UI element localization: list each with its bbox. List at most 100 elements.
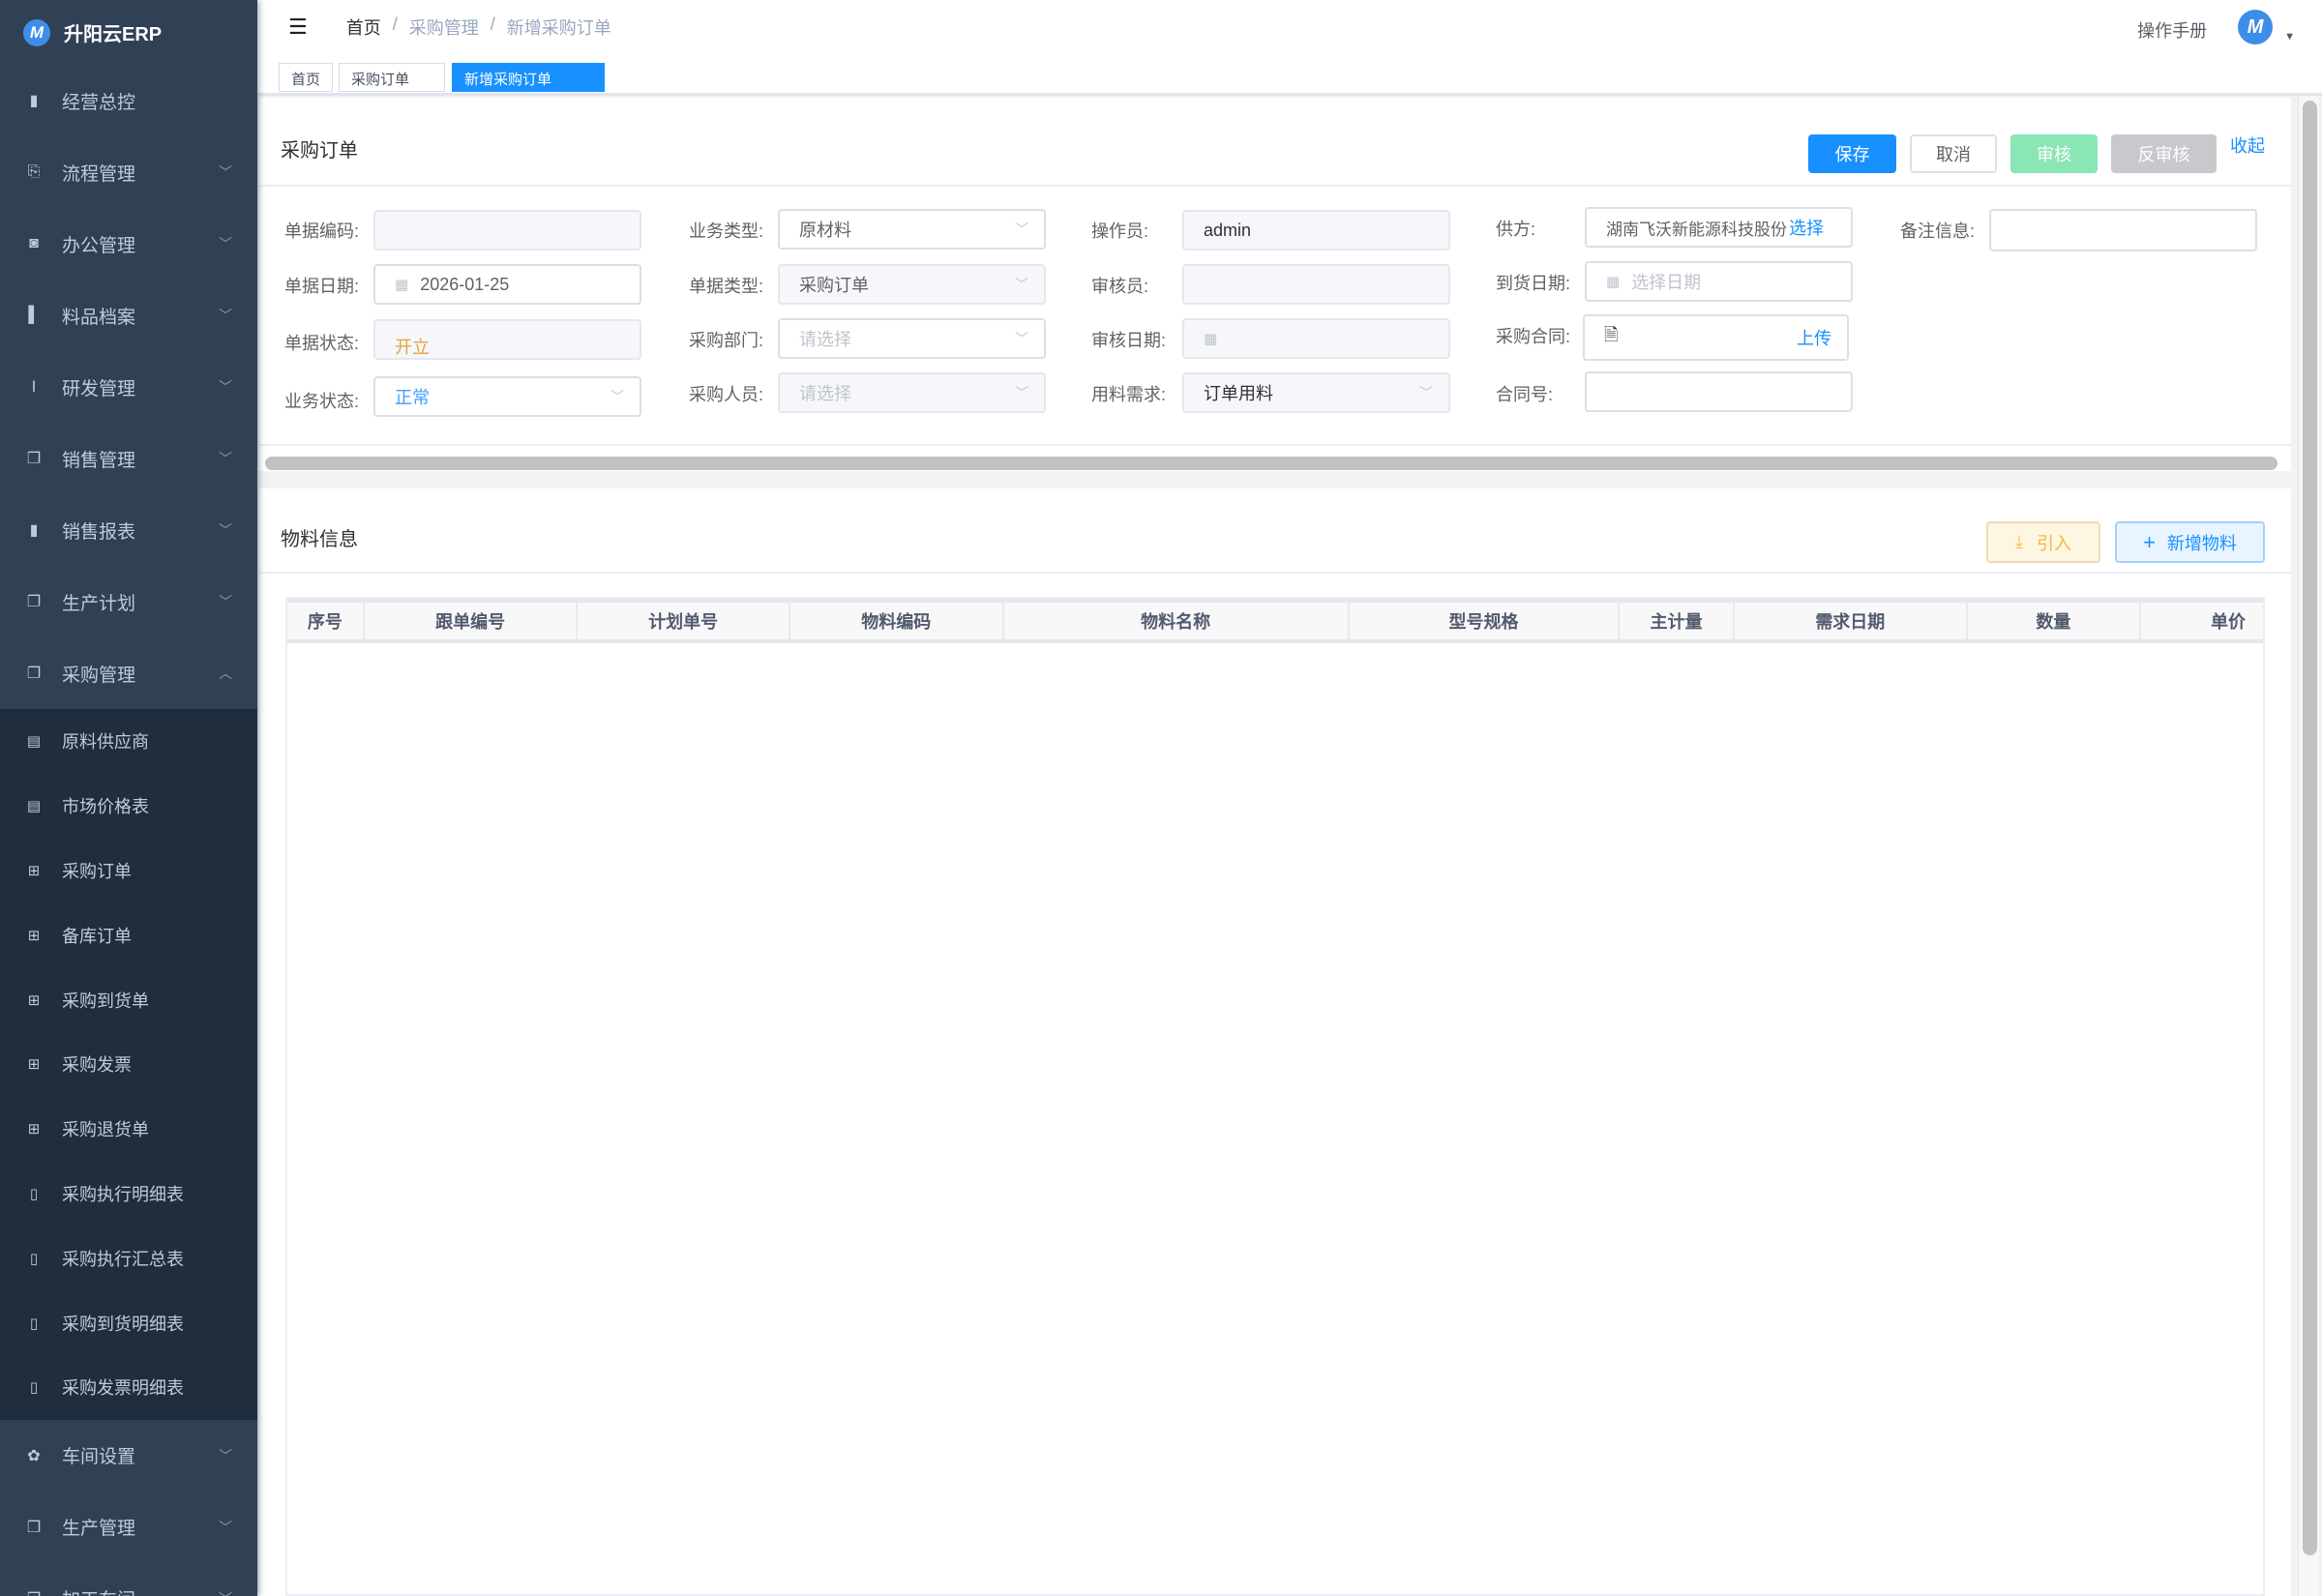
- bar-chart-icon: ▮: [29, 93, 39, 109]
- material-need-select[interactable]: 订单用料 ﹀: [1182, 372, 1450, 413]
- sidebar-item-label: 研发管理: [62, 378, 136, 399]
- chevron-down-icon: ﹀: [219, 379, 232, 395]
- top-header: ☰ 首页 / 采购管理 / 新增采购订单 操作手册 M ▼: [257, 0, 2322, 53]
- book-icon: ▯: [29, 1315, 39, 1332]
- book-icon: ▯: [29, 1250, 39, 1267]
- breadcrumb-current: 新增采购订单: [506, 17, 611, 38]
- sidebar-item-采购执行明细表[interactable]: ▯ 采购执行明细表: [0, 1162, 257, 1227]
- column-header: 数量: [1968, 603, 2142, 639]
- contract-upload[interactable]: 🗎 上传: [1583, 314, 1849, 361]
- arrival-date-label: 到货日期:: [1496, 274, 1571, 293]
- tags-view: 首页 采购订单 新增采购订单: [257, 53, 2322, 96]
- dept-select[interactable]: 请选择 ﹀: [778, 318, 1046, 359]
- tag-purchase-order[interactable]: 采购订单: [339, 63, 445, 92]
- sidebar-item-label: 采购执行汇总表: [62, 1249, 184, 1269]
- chevron-down-icon: ﹀: [1419, 385, 1433, 400]
- tag-new-purchase-order[interactable]: 新增采购订单: [452, 63, 605, 92]
- supplier-label: 供方:: [1496, 220, 1536, 239]
- operator-field: admin: [1182, 210, 1450, 251]
- download-icon: ⤓: [2015, 532, 2023, 551]
- caret-down-icon[interactable]: ▼: [2284, 31, 2295, 43]
- plus-icon: +: [2143, 529, 2156, 554]
- breadcrumb-separator: /: [490, 14, 495, 34]
- manual-link[interactable]: 操作手册: [2137, 21, 2208, 41]
- documents-icon: ❐: [26, 451, 42, 467]
- chevron-down-icon: ﹀: [1015, 331, 1028, 346]
- sidebar-item-采购到货明细表[interactable]: ▯ 采购到货明细表: [0, 1290, 257, 1355]
- supplier-select-link[interactable]: 选择: [1789, 219, 1824, 238]
- supplier-field[interactable]: 湖南飞沃新能源科技股份 选择: [1585, 207, 1853, 248]
- sidebar-item-label: 采购发票明细表: [62, 1378, 184, 1399]
- buyer-select: 请选择 ﹀: [778, 372, 1046, 413]
- sidebar-item-备库订单[interactable]: ⊞ 备库订单: [0, 902, 257, 967]
- sidebar-item-加工车间[interactable]: ❐ 加工车间 ﹀: [0, 1563, 257, 1596]
- file-icon: 🗎: [1604, 325, 1619, 344]
- chevron-down-icon: ﹀: [219, 308, 232, 323]
- column-header: 单价: [2211, 612, 2246, 632]
- sidebar-item-采购退货单[interactable]: ⊞ 采购退货单: [0, 1097, 257, 1162]
- date-picker[interactable]: ▦ 2026-01-25: [373, 264, 641, 305]
- chevron-up-icon: ︿: [219, 665, 232, 681]
- sidebar-item-流程管理[interactable]: ⎘ 流程管理 ﹀: [0, 136, 257, 208]
- save-button[interactable]: 保存: [1808, 134, 1896, 173]
- order-title: 采购订单: [281, 140, 358, 162]
- sidebar-item-label: 流程管理: [62, 163, 136, 185]
- sidebar-item-采购管理[interactable]: ❐ 采购管理 ︿: [0, 637, 257, 709]
- sidebar-item-label: 经营总控: [62, 92, 136, 113]
- add-material-button[interactable]: + 新增物料: [2115, 521, 2265, 563]
- arrival-date-picker[interactable]: ▦ 选择日期: [1585, 261, 1853, 302]
- upload-link[interactable]: 上传: [1797, 329, 1831, 348]
- unaudit-button[interactable]: 反审核: [2111, 134, 2217, 173]
- sidebar-item-label: 生产计划: [62, 593, 136, 614]
- workflow-icon: ⎘: [27, 163, 41, 180]
- remark-input[interactable]: [1989, 209, 2257, 251]
- sidebar-item-采购订单[interactable]: ⊞ 采购订单: [0, 839, 257, 903]
- import-button[interactable]: ⤓ 引入: [1986, 521, 2100, 563]
- sidebar-item-生产计划[interactable]: ❐ 生产计划 ﹀: [0, 566, 257, 637]
- sidebar-item-研发管理[interactable]: Ⅰ 研发管理 ﹀: [0, 351, 257, 423]
- sidebar-item-经营总控[interactable]: ▮ 经营总控: [0, 65, 257, 136]
- sidebar-item-销售管理[interactable]: ❐ 销售管理 ﹀: [0, 423, 257, 494]
- sidebar-item-采购发票明细表[interactable]: ▯ 采购发票明细表: [0, 1355, 257, 1420]
- tag-home[interactable]: 首页: [279, 63, 334, 92]
- column-header: 型号规格: [1350, 603, 1621, 639]
- collapse-link[interactable]: 收起: [2230, 136, 2265, 156]
- column-header: 物料编码: [790, 603, 1004, 639]
- biz-type-select[interactable]: 原材料 ﹀: [778, 209, 1046, 250]
- audit-button[interactable]: 审核: [2010, 134, 2098, 173]
- app-logo[interactable]: M 升阳云ERP: [0, 0, 257, 65]
- column-header: 需求日期: [1735, 603, 1968, 639]
- auditor-field: [1182, 264, 1450, 305]
- chevron-down-icon: ﹀: [219, 451, 232, 466]
- buyer-label: 采购人员:: [689, 385, 764, 404]
- sidebar-item-料品档案[interactable]: ▌ 料品档案 ﹀: [0, 280, 257, 351]
- sidebar-item-label: 原料供应商: [62, 732, 149, 753]
- sidebar-item-办公管理[interactable]: ◙ 办公管理 ﹀: [0, 208, 257, 280]
- form-icon: ▤: [26, 733, 42, 751]
- sidebar-item-市场价格表[interactable]: ▤ 市场价格表: [0, 774, 257, 839]
- sidebar-item-label: 采购退货单: [62, 1120, 149, 1140]
- sidebar-item-销售报表[interactable]: ▮ 销售报表 ﹀: [0, 494, 257, 566]
- sidebar-item-原料供应商[interactable]: ▤ 原料供应商: [0, 709, 257, 774]
- chevron-down-icon: ﹀: [219, 236, 232, 251]
- sidebar-item-采购发票[interactable]: ⊞ 采购发票: [0, 1032, 257, 1097]
- sidebar-item-label: 销售管理: [62, 450, 136, 471]
- user-avatar[interactable]: M: [2238, 10, 2274, 44]
- scrollbar-thumb[interactable]: [2303, 101, 2317, 1555]
- sidebar-item-label: 采购到货明细表: [62, 1314, 184, 1334]
- contract-no-input[interactable]: [1585, 371, 1853, 412]
- sidebar-item-生产管理[interactable]: ❐ 生产管理 ﹀: [0, 1492, 257, 1563]
- biz-status-label: 业务状态:: [284, 392, 360, 411]
- dept-label: 采购部门:: [689, 331, 764, 350]
- menu-toggle-icon[interactable]: ☰: [288, 14, 308, 39]
- archive-icon: ▌: [28, 307, 40, 323]
- vertical-scrollbar[interactable]: [2298, 97, 2319, 1596]
- breadcrumb-home[interactable]: 首页: [345, 17, 381, 38]
- biz-status-select[interactable]: 正常 ﹀: [373, 376, 641, 417]
- horizontal-scrollbar[interactable]: [265, 457, 2277, 470]
- sidebar-item-采购执行汇总表[interactable]: ▯ 采购执行汇总表: [0, 1226, 257, 1290]
- sidebar-item-采购到货单[interactable]: ⊞ 采购到货单: [0, 967, 257, 1032]
- cancel-button[interactable]: 取消: [1910, 134, 1997, 173]
- doc-type-label: 单据类型:: [689, 277, 764, 296]
- sidebar-item-车间设置[interactable]: ✿ 车间设置 ﹀: [0, 1420, 257, 1492]
